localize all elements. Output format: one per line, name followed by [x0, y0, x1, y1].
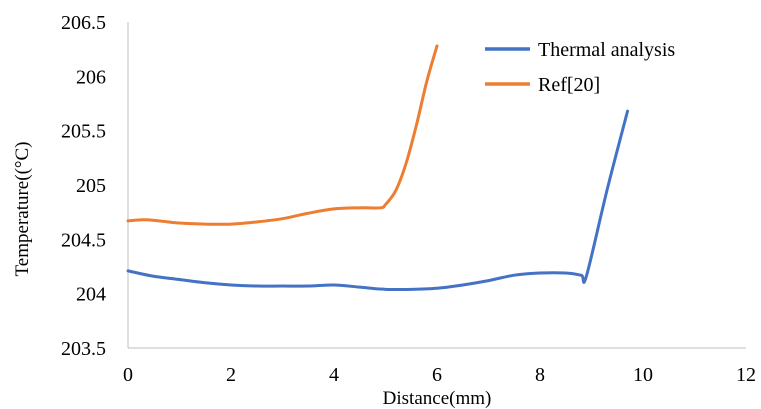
legend-item: Thermal analysis	[485, 39, 675, 61]
legend: Thermal analysis Ref[20]	[485, 39, 675, 96]
y-tick-label: 206	[76, 66, 106, 88]
x-axis-ticks: 0 2 4 6 8 10 12	[123, 364, 756, 386]
y-tick-label: 204.5	[61, 229, 106, 251]
y-tick-label: 205	[76, 175, 106, 197]
series-line-ref-20	[126, 44, 439, 226]
y-axis-ticks: 203.5 204 204.5 205 205.5 206 206.5	[61, 12, 106, 360]
x-tick-label: 4	[329, 364, 339, 386]
y-axis-title: Temperature((°C)	[12, 142, 33, 277]
series-lines	[126, 44, 630, 292]
x-tick-label: 0	[123, 364, 133, 386]
y-tick-label: 205.5	[61, 121, 106, 143]
legend-label: Thermal analysis	[538, 39, 675, 61]
x-tick-label: 8	[535, 364, 545, 386]
legend-label: Ref[20]	[538, 74, 600, 96]
x-tick-label: 2	[226, 364, 236, 386]
legend-item: Ref[20]	[485, 74, 600, 96]
series-line-thermal-analysis	[126, 109, 630, 292]
x-tick-label: 12	[736, 364, 756, 386]
x-tick-label: 6	[432, 364, 442, 386]
x-tick-label: 10	[633, 364, 653, 386]
y-tick-label: 206.5	[61, 12, 106, 34]
y-tick-label: 204	[76, 284, 106, 306]
x-axis-title: Distance(mm)	[383, 388, 492, 409]
y-tick-label: 203.5	[61, 338, 106, 360]
